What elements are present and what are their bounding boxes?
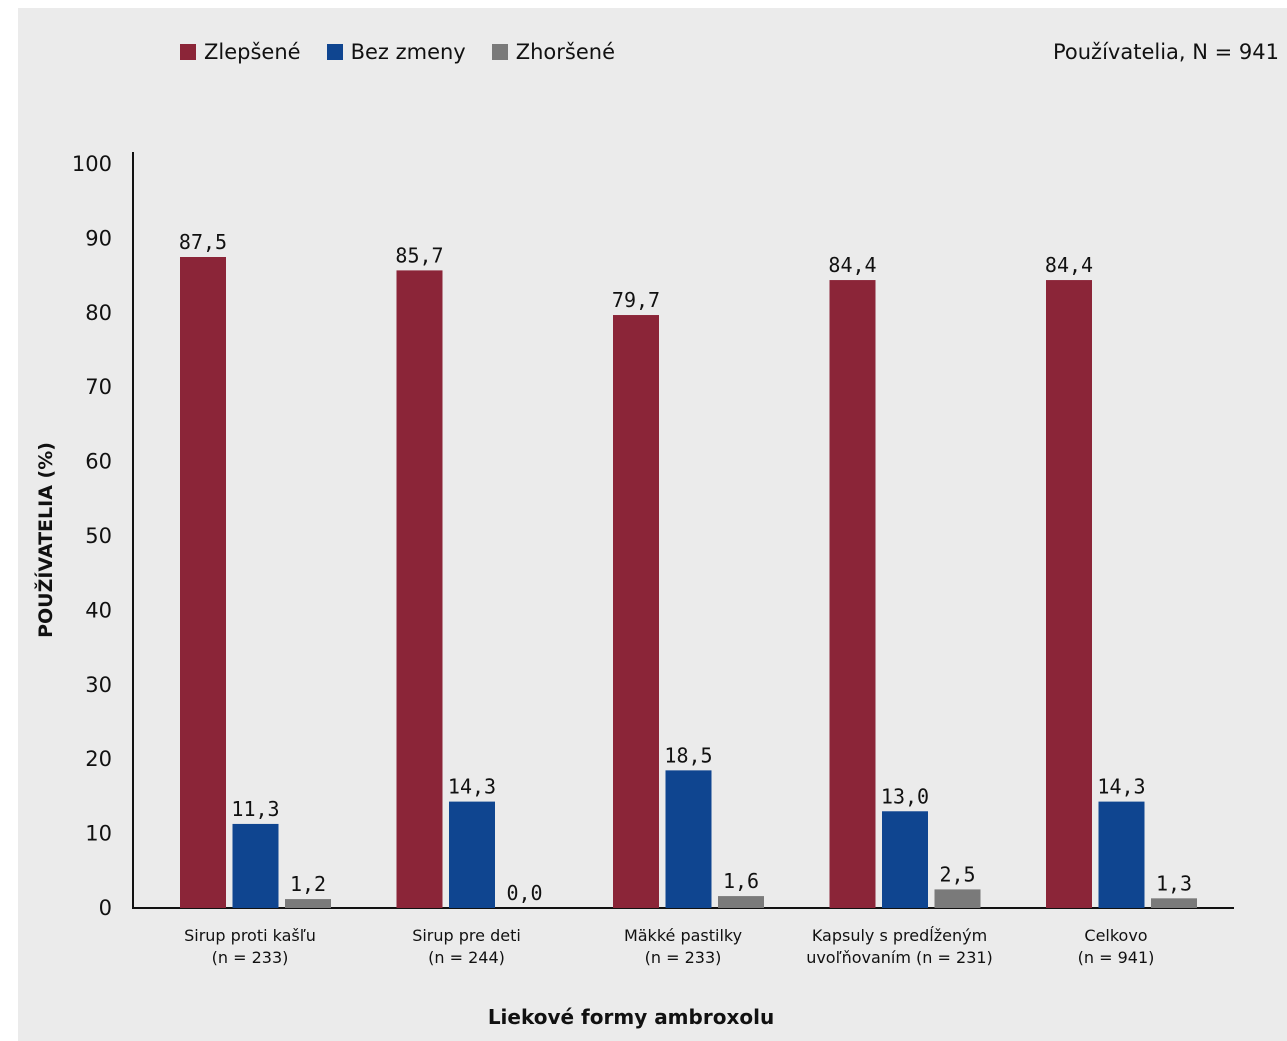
bars xyxy=(180,257,1197,909)
category-labels: Sirup proti kašľu (n = 233) Sirup pre deti… xyxy=(184,926,1154,967)
y-tick-label-70: 70 xyxy=(85,375,112,399)
y-tick-label-20: 20 xyxy=(85,747,112,771)
bar-zhorsene-4 xyxy=(934,889,981,908)
category-label-2-line-1: Sirup pre deti xyxy=(412,926,521,945)
category-label-2-line-2: (n = 244) xyxy=(428,948,505,967)
data-label-zhorsene-2: 0,0 xyxy=(506,881,542,905)
bar-zhorsene-1 xyxy=(285,899,331,908)
category-label-5-line-1: Celkovo xyxy=(1084,926,1147,945)
data-labels: 87,5 11,3 1,2 85,7 14,3 0,0 79,7 18,5 1,6 84,4 13,… xyxy=(179,230,1192,905)
legend-swatch-zlepsene xyxy=(180,44,196,60)
data-label-zlepsene-5: 84,4 xyxy=(1045,253,1093,277)
legend-label-zhorsene: Zhoršené xyxy=(515,40,616,64)
category-label-1-line-1: Sirup proti kašľu xyxy=(184,926,316,945)
data-label-bez-zmeny-5: 14,3 xyxy=(1097,775,1145,799)
data-label-zhorsene-5: 1,3 xyxy=(1156,871,1192,895)
data-label-zhorsene-4: 2,5 xyxy=(939,862,975,886)
bar-zhorsene-5 xyxy=(1151,898,1197,908)
legend: Zlepšené Bez zmeny Zhoršené xyxy=(180,40,641,64)
y-tick-label-80: 80 xyxy=(85,301,112,325)
legend-label-bez-zmeny: Bez zmeny xyxy=(350,40,466,64)
data-label-zlepsene-3: 79,7 xyxy=(612,288,660,312)
bar-zlepsene-5 xyxy=(1046,280,1092,909)
bar-bez-zmeny-1 xyxy=(232,823,279,908)
y-tick-label-50: 50 xyxy=(85,524,112,548)
data-label-bez-zmeny-3: 18,5 xyxy=(664,743,712,767)
data-label-zlepsene-4: 84,4 xyxy=(828,253,876,277)
bar-bez-zmeny-3 xyxy=(665,770,712,908)
y-tick-label-60: 60 xyxy=(85,450,112,474)
category-label-4-line-2: uvoľňovaním (n = 231) xyxy=(806,948,993,967)
data-label-zhorsene-1: 1,2 xyxy=(290,872,326,896)
bar-bez-zmeny-2 xyxy=(449,801,495,908)
y-tick-label-100: 100 xyxy=(72,152,112,176)
category-label-4-line-1: Kapsuly s predĺženým xyxy=(812,926,987,945)
data-label-bez-zmeny-4: 13,0 xyxy=(881,784,929,808)
legend-swatch-zhorsene xyxy=(491,44,508,60)
legend-label-zlepsene: Zlepšené xyxy=(204,40,301,64)
category-label-3-line-1: Mäkké pastilky xyxy=(624,926,742,945)
bar-zlepsene-3 xyxy=(613,315,659,909)
y-tick-labels: 0 10 20 30 40 50 60 70 80 90 100 xyxy=(72,152,112,920)
y-tick-label-10: 10 xyxy=(85,822,112,846)
data-label-bez-zmeny-1: 11,3 xyxy=(231,797,279,821)
users-note: Používatelia, N = 941 xyxy=(1052,40,1279,64)
x-axis-title: Liekové formy ambroxolu xyxy=(488,1005,774,1029)
bar-zlepsene-4 xyxy=(829,280,876,909)
bar-zhorsene-3 xyxy=(718,896,764,908)
data-label-zlepsene-2: 85,7 xyxy=(395,243,443,267)
legend-item-zhorsene: Zhoršené xyxy=(491,40,616,64)
y-tick-label-40: 40 xyxy=(85,598,112,622)
bar-zlepsene-2 xyxy=(396,270,443,909)
bar-bez-zmeny-4 xyxy=(882,811,928,908)
data-label-zhorsene-3: 1,6 xyxy=(723,869,759,893)
legend-item-zlepsene: Zlepšené xyxy=(180,40,301,64)
y-tick-label-30: 30 xyxy=(85,673,112,697)
y-axis-title: POUŽÍVATELIA (%) xyxy=(34,442,57,638)
legend-swatch-bez-zmeny xyxy=(326,44,343,60)
category-label-5-line-2: (n = 941) xyxy=(1078,948,1155,967)
legend-item-bez-zmeny: Bez zmeny xyxy=(326,40,466,64)
bar-zlepsene-1 xyxy=(180,257,226,908)
bar-bez-zmeny-5 xyxy=(1098,801,1145,908)
category-label-1-line-2: (n = 233) xyxy=(212,948,289,967)
data-label-bez-zmeny-2: 14,3 xyxy=(448,775,496,799)
y-tick-label-90: 90 xyxy=(85,226,112,250)
y-tick-label-0: 0 xyxy=(99,896,112,920)
data-label-zlepsene-1: 87,5 xyxy=(179,230,227,254)
category-label-3-line-2: (n = 233) xyxy=(645,948,722,967)
